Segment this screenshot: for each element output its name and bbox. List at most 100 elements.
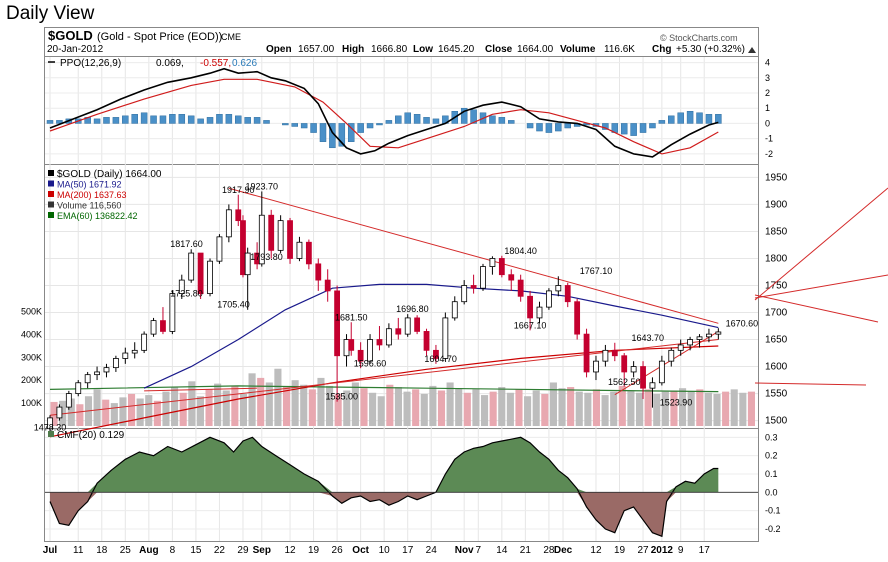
- high-label: High: [342, 44, 364, 55]
- legend-swatch: [48, 170, 54, 176]
- volume-bar: [162, 391, 170, 426]
- volume-bar: [102, 399, 110, 426]
- ppo-histogram-bar: [187, 115, 195, 124]
- candle-body: [122, 352, 129, 359]
- price-annotation-text: 1725.80: [170, 289, 203, 299]
- x-tick-label: 14: [496, 545, 508, 556]
- price-y-tick-label: 1550: [765, 389, 788, 400]
- price-y-tick-label: 1900: [765, 199, 788, 210]
- candle-body: [47, 417, 53, 430]
- cmf-y-tick-label: -0.2: [765, 524, 781, 534]
- price-annotation-text: 1696.80: [396, 304, 429, 314]
- ppo-histogram-bar: [432, 118, 440, 124]
- candle-body: [536, 306, 543, 319]
- candle-body: [451, 301, 458, 319]
- candle-body: [442, 317, 449, 359]
- cmf-positive-area: [50, 437, 719, 493]
- ppo-histogram-bar: [225, 114, 233, 124]
- ppo-histogram-bar: [131, 114, 138, 124]
- candle-body: [715, 331, 722, 335]
- volume-bar: [282, 387, 291, 426]
- ppo-histogram-bar: [112, 117, 120, 124]
- ppo-histogram-bar: [282, 123, 289, 126]
- ppo-histogram-bar: [489, 115, 496, 124]
- volume-bar: [592, 389, 601, 426]
- candle-body: [258, 214, 265, 265]
- volume-bar: [343, 390, 351, 426]
- ppo-histogram-bar: [103, 117, 110, 124]
- ppo-layer: [46, 67, 722, 158]
- ppo-y-tick-label: 1: [765, 103, 770, 113]
- ppo-value: 0.069,: [156, 58, 184, 69]
- ppo-histogram-bar: [470, 109, 477, 124]
- volume-bar: [670, 390, 678, 426]
- volume-bar: [463, 392, 471, 426]
- price-annotation-text: 1917.90: [222, 185, 255, 195]
- candle-body: [508, 274, 515, 281]
- volume-bar: [696, 389, 704, 426]
- ppo-histogram-bar: [498, 117, 506, 124]
- price-y-tick-label: 1650: [765, 335, 788, 346]
- cmf-y-tick-label: 0.2: [765, 451, 778, 461]
- volume-bar: [274, 368, 282, 426]
- volume-bar: [110, 403, 118, 426]
- price-annotation-text: 1667.10: [514, 320, 547, 330]
- price-annotation-text: 1478.30: [34, 422, 67, 432]
- volume-bar: [188, 381, 196, 426]
- ppo-signal-line: [49, 78, 719, 155]
- candle-body: [385, 328, 392, 346]
- ppo-histogram-bar: [169, 114, 176, 124]
- price-annotation: 1523.90: [660, 398, 693, 408]
- cmf-y-tick-label: 0.0: [765, 487, 778, 497]
- price-annotation-text: 1817.60: [170, 239, 203, 249]
- volume-bar: [179, 392, 187, 426]
- candle-body: [489, 258, 496, 267]
- volume-bar: [653, 393, 661, 426]
- candle-body: [225, 209, 232, 238]
- volume-bar: [455, 388, 463, 426]
- candle-body: [461, 285, 468, 303]
- price-annotation: 1604.70: [424, 354, 457, 364]
- price-annotation: 1767.10: [580, 266, 613, 276]
- watermark: © StockCharts.com: [660, 33, 738, 43]
- low-value: 1645.20: [438, 44, 475, 55]
- candle-body: [376, 339, 383, 346]
- volume-bar: [127, 393, 136, 426]
- trendline-extension-1: [754, 187, 888, 301]
- price-annotation-text: 1923.70: [246, 182, 279, 192]
- exchange-label: CME: [221, 32, 241, 42]
- price-annotation: 1681.50: [335, 313, 368, 323]
- ppo-histogram-bar: [658, 120, 666, 124]
- ppo-histogram-bar: [357, 123, 364, 133]
- ppo-histogram-bar: [526, 123, 534, 129]
- candle-body: [343, 339, 350, 357]
- candle-body: [564, 285, 571, 303]
- volume-label: Volume: [560, 44, 596, 55]
- candle-body: [178, 279, 185, 294]
- volume-bar: [446, 382, 454, 426]
- price-annotation: 1804.40: [504, 246, 537, 256]
- volume-bar: [618, 385, 626, 426]
- candle-body: [658, 360, 665, 384]
- candle-body: [65, 393, 72, 408]
- price-annotation-text: 1804.40: [504, 246, 537, 256]
- candle-body: [150, 320, 157, 335]
- close-value: 1664.00: [517, 44, 554, 55]
- ppo-histogram-bar: [235, 115, 242, 124]
- candle-body: [706, 333, 712, 338]
- volume-bar: [558, 388, 566, 426]
- price-annotation: 1535.00: [326, 392, 359, 402]
- price-y-tick-label: 1600: [765, 362, 788, 373]
- volume-bar: [317, 377, 325, 426]
- ppo-histogram-bar: [244, 117, 251, 124]
- price-annotation: 1670.60: [726, 318, 759, 328]
- ppo-histogram-bar: [630, 123, 637, 136]
- ma200-line: [49, 345, 719, 438]
- ppo-histogram-bar: [197, 118, 204, 124]
- ppo-histogram-bar: [178, 114, 186, 124]
- cmf-legend: CMF(20) 0.129: [48, 430, 125, 441]
- ppo-hist-value: 0.626: [232, 58, 257, 69]
- volume-bar: [747, 391, 755, 426]
- candle-body: [216, 236, 223, 262]
